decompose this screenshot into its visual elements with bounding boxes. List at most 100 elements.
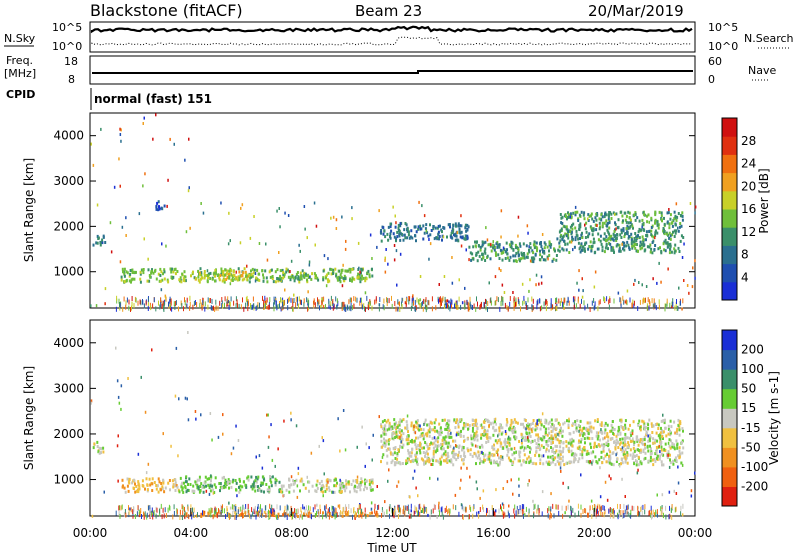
clutter-cell	[250, 304, 252, 310]
scatter-cell	[691, 285, 694, 289]
data-cell	[276, 268, 279, 272]
data-cell	[344, 269, 347, 273]
data-cell	[272, 280, 275, 284]
data-cell	[634, 454, 636, 458]
data-cell	[514, 430, 517, 434]
clutter-cell	[273, 511, 275, 517]
data-cell	[583, 211, 586, 215]
data-cell	[638, 449, 641, 452]
data-cell	[570, 214, 573, 218]
clutter-cell	[617, 514, 619, 520]
data-cell	[663, 447, 666, 451]
data-cell	[612, 463, 615, 467]
clutter-cell	[428, 300, 430, 306]
data-cell	[459, 454, 462, 458]
clutter-cell	[550, 303, 552, 309]
clutter-cell	[332, 506, 334, 511]
data-cell	[628, 246, 631, 250]
data-cell	[393, 425, 396, 429]
clutter-cell	[287, 297, 289, 303]
clutter-cell	[317, 509, 319, 515]
scatter-cell	[284, 211, 286, 215]
data-cell	[395, 237, 398, 241]
data-cell	[466, 234, 469, 238]
clutter-cell	[307, 298, 309, 304]
data-cell	[485, 440, 488, 444]
clutter-cell	[410, 306, 412, 311]
data-cell	[614, 228, 616, 232]
data-cell	[255, 480, 258, 484]
data-cell	[333, 484, 336, 488]
data-cell	[361, 268, 364, 272]
clutter-cell	[118, 510, 120, 516]
scatter-cell	[400, 440, 402, 444]
data-cell	[340, 490, 343, 494]
scatter-cell	[398, 504, 400, 508]
data-cell	[405, 462, 407, 466]
data-cell	[407, 438, 410, 442]
data-cell	[527, 424, 529, 428]
data-cell	[667, 424, 670, 428]
clutter-cell	[488, 510, 490, 516]
data-cell	[587, 432, 590, 436]
scatter-cell	[283, 419, 285, 423]
data-cell	[663, 232, 666, 236]
data-cell	[340, 275, 343, 279]
clutter-cell	[210, 512, 212, 518]
clutter-cell	[282, 301, 284, 307]
clutter-cell	[549, 514, 551, 520]
data-cell	[164, 486, 167, 490]
clutter-cell	[160, 302, 162, 308]
data-cell	[649, 456, 652, 459]
data-cell	[547, 422, 550, 426]
clutter-cell	[119, 505, 120, 511]
clutter-cell	[138, 509, 140, 515]
data-cell	[459, 432, 462, 436]
clutter-cell	[163, 301, 165, 307]
scatter-cell	[345, 239, 347, 243]
data-cell	[624, 218, 627, 222]
data-cell	[383, 437, 385, 441]
scatter-cell	[160, 288, 163, 292]
data-cell	[580, 438, 583, 441]
clutter-cell	[361, 304, 363, 310]
scatter-cell	[387, 262, 389, 266]
scatter-cell	[675, 492, 678, 495]
data-cell	[391, 425, 394, 429]
data-cell	[615, 460, 618, 463]
data-cell	[452, 463, 455, 467]
data-cell	[612, 232, 615, 236]
data-cell	[574, 423, 577, 426]
clutter-cell	[644, 509, 646, 515]
sky-panel-frame	[89, 21, 696, 53]
data-cell	[604, 454, 607, 458]
data-cell	[391, 431, 394, 435]
data-cell	[613, 428, 616, 431]
scatter-cell	[610, 477, 612, 481]
data-cell	[335, 484, 338, 488]
scatter-cell	[581, 277, 583, 281]
data-cell	[635, 454, 638, 457]
data-cell	[221, 476, 224, 480]
data-cell	[437, 230, 440, 234]
velocity-colorbar-tick-label: -200	[741, 479, 768, 493]
scatter-cell	[500, 269, 502, 272]
data-cell	[469, 251, 472, 255]
data-cell	[605, 441, 608, 445]
data-cell	[454, 452, 457, 456]
scatter-cell	[500, 209, 503, 213]
data-cell	[250, 275, 253, 279]
data-cell	[638, 419, 641, 423]
scatter-cell	[178, 397, 180, 401]
clutter-cell	[658, 299, 660, 305]
data-cell	[198, 478, 201, 482]
data-cell	[332, 272, 335, 275]
data-cell	[286, 268, 289, 272]
data-cell	[463, 237, 466, 241]
data-cell	[652, 463, 655, 467]
clutter-cell	[558, 298, 560, 304]
data-cell	[631, 240, 634, 244]
data-cell	[181, 272, 184, 276]
data-cell	[304, 486, 307, 490]
data-cell	[619, 441, 622, 445]
